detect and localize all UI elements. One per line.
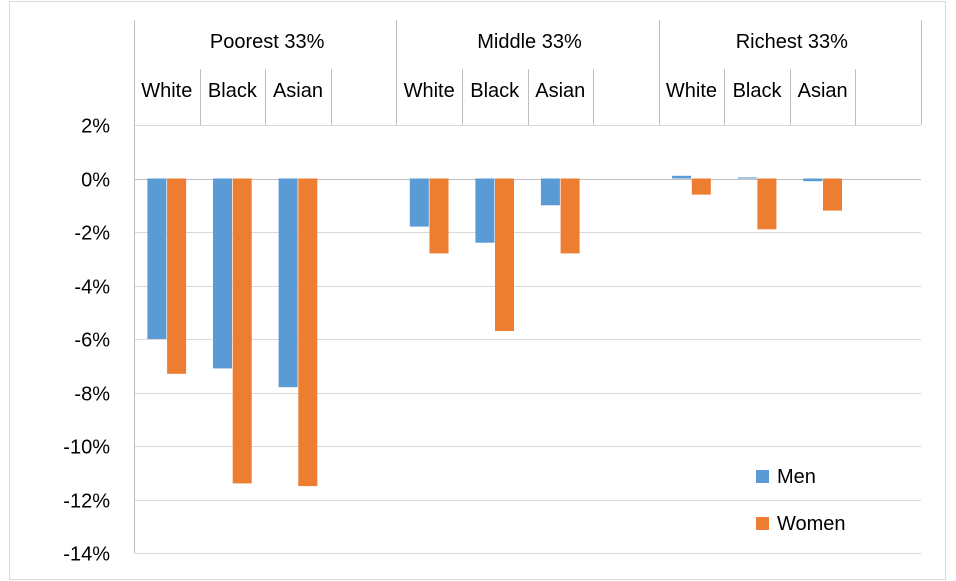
bar-women: [560, 178, 580, 254]
bar-women: [232, 178, 252, 484]
bar-women: [495, 178, 514, 331]
y-tick-label: -6%: [74, 330, 110, 352]
bar-men: [278, 178, 298, 388]
bar-men: [213, 178, 232, 369]
bar-men: [475, 178, 495, 243]
category-label: Asian: [535, 80, 585, 102]
category-label: White: [666, 80, 717, 102]
category-label: Asian: [273, 80, 323, 102]
bar-women: [298, 178, 318, 487]
y-tick-label: 0%: [81, 170, 110, 192]
bar-women: [167, 178, 187, 374]
y-tick-label: -2%: [74, 223, 110, 245]
legend: Men Women: [756, 466, 846, 535]
bar-men: [803, 178, 823, 182]
bar-women: [757, 178, 777, 230]
bar-women: [823, 178, 842, 211]
legend-swatch-women: [756, 517, 769, 530]
bar-women: [691, 178, 711, 195]
y-axis: 2% 0% -2% -4% -6% -8% -10% -12% -14%: [63, 116, 110, 566]
category-label: Black: [208, 80, 258, 102]
bars: [147, 175, 842, 487]
bar-men: [737, 177, 757, 179]
y-tick-label: 2%: [81, 116, 110, 138]
legend-label-women: Women: [777, 513, 846, 535]
group-label: Richest 33%: [736, 31, 848, 53]
category-label: Black: [733, 80, 783, 102]
bar-women: [429, 178, 449, 254]
gridlines: [134, 20, 921, 554]
y-tick-label: -8%: [74, 384, 110, 406]
group-label: Middle 33%: [477, 31, 582, 53]
bar-men: [409, 178, 429, 227]
category-label: Asian: [798, 80, 848, 102]
group-label: Poorest 33%: [210, 31, 325, 53]
y-tick-label: -10%: [63, 437, 110, 459]
category-header: Poorest 33% White Black Asian Middle 33% Whit…: [141, 20, 922, 125]
y-tick-label: -14%: [63, 544, 110, 566]
bar-men: [672, 175, 692, 179]
legend-swatch-men: [756, 470, 769, 483]
legend-label-men: Men: [777, 466, 816, 488]
y-tick-label: -4%: [74, 277, 110, 299]
category-label: Black: [470, 80, 520, 102]
category-label: White: [141, 80, 192, 102]
category-label: White: [404, 80, 455, 102]
bar-men: [147, 178, 167, 339]
y-tick-label: -12%: [63, 491, 110, 513]
bar-men: [540, 178, 560, 206]
